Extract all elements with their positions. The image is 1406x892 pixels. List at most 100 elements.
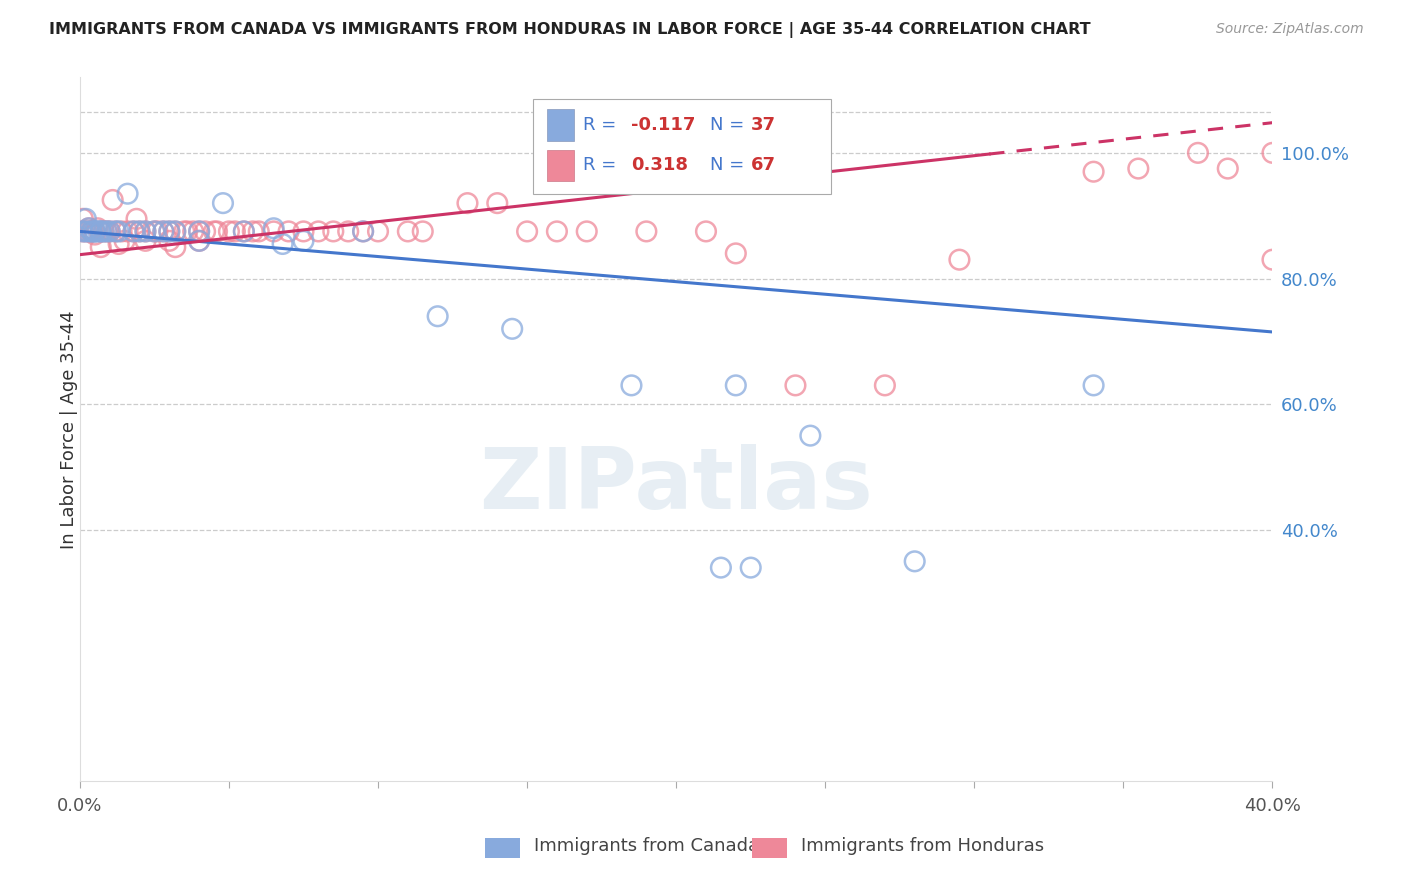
Point (90, 224, 112, 238)
Point (724, 246, 747, 260)
Text: Immigrants from Honduras: Immigrants from Honduras (801, 837, 1045, 855)
Y-axis label: In Labor Force | Age 35-44: In Labor Force | Age 35-44 (60, 310, 77, 549)
Point (456, 196, 478, 211)
Point (948, 252, 970, 267)
Point (117, 186, 139, 201)
Point (143, 224, 166, 238)
Text: N =: N = (710, 156, 749, 175)
Point (1083, 378, 1105, 392)
FancyBboxPatch shape (533, 98, 831, 194)
Point (125, 211, 148, 226)
Text: -0.117: -0.117 (631, 116, 695, 135)
Point (80, 224, 103, 238)
Point (72, 224, 94, 238)
Point (322, 224, 344, 238)
Point (232, 224, 254, 238)
Point (96, 224, 118, 238)
Point (263, 221, 285, 235)
Point (80, 224, 103, 238)
Point (307, 224, 329, 238)
Text: Source: ZipAtlas.com: Source: ZipAtlas.com (1216, 22, 1364, 37)
Text: IMMIGRANTS FROM CANADA VS IMMIGRANTS FROM HONDURAS IN LABOR FORCE | AGE 35-44 CO: IMMIGRANTS FROM CANADA VS IMMIGRANTS FRO… (49, 22, 1091, 38)
Point (1261, 252, 1284, 267)
Text: Immigrants from Canada: Immigrants from Canada (534, 837, 759, 855)
Point (1128, 161, 1150, 176)
Point (83, 224, 105, 238)
Point (83, 227, 105, 242)
Point (98, 224, 121, 238)
Point (247, 224, 270, 238)
Point (107, 224, 129, 238)
Point (1261, 145, 1284, 160)
Point (1216, 161, 1239, 176)
Point (501, 322, 523, 336)
Point (104, 224, 127, 238)
Point (636, 224, 658, 238)
Point (90, 224, 112, 238)
Text: 67: 67 (751, 156, 776, 175)
Point (90, 224, 112, 238)
Point (117, 224, 139, 238)
Point (107, 237, 129, 252)
Point (486, 196, 509, 211)
Point (80, 224, 103, 238)
Point (724, 378, 747, 392)
Point (77, 224, 100, 238)
Point (77, 221, 100, 235)
Point (546, 224, 568, 238)
Point (72, 211, 94, 226)
Point (72, 224, 94, 238)
Point (143, 224, 166, 238)
Point (181, 224, 204, 238)
Text: N =: N = (710, 116, 749, 135)
Point (516, 224, 538, 238)
Point (114, 234, 136, 248)
Bar (547, 150, 574, 181)
Point (575, 224, 598, 238)
Text: 0.318: 0.318 (631, 156, 688, 175)
Point (75, 224, 97, 238)
Point (205, 224, 228, 238)
Point (104, 224, 127, 238)
Point (110, 224, 132, 238)
Point (1187, 145, 1209, 160)
Bar (547, 110, 574, 141)
Point (188, 224, 211, 238)
Point (352, 224, 374, 238)
Point (710, 560, 733, 574)
Point (134, 234, 156, 248)
Point (620, 378, 643, 392)
Point (165, 224, 187, 238)
Point (93, 224, 115, 238)
Point (873, 378, 896, 392)
Point (212, 196, 235, 211)
Point (83, 224, 105, 238)
Point (83, 224, 105, 238)
Point (740, 560, 762, 574)
Point (96, 224, 118, 238)
Point (695, 224, 717, 238)
Point (165, 224, 187, 238)
Point (271, 237, 294, 252)
Point (80, 224, 103, 238)
Point (87, 224, 110, 238)
Point (337, 224, 360, 238)
Point (224, 224, 246, 238)
Point (218, 224, 240, 238)
Point (188, 224, 211, 238)
Point (367, 224, 389, 238)
Point (98, 224, 121, 238)
Point (93, 224, 115, 238)
Text: 37: 37 (751, 116, 776, 135)
Point (157, 234, 180, 248)
Point (202, 224, 225, 238)
Text: ZIPatlas: ZIPatlas (479, 444, 873, 527)
Point (146, 224, 169, 238)
Point (242, 224, 264, 238)
Point (152, 224, 174, 238)
Text: R =: R = (583, 116, 621, 135)
Point (188, 234, 211, 248)
Point (412, 224, 434, 238)
Point (292, 224, 315, 238)
Point (134, 224, 156, 238)
